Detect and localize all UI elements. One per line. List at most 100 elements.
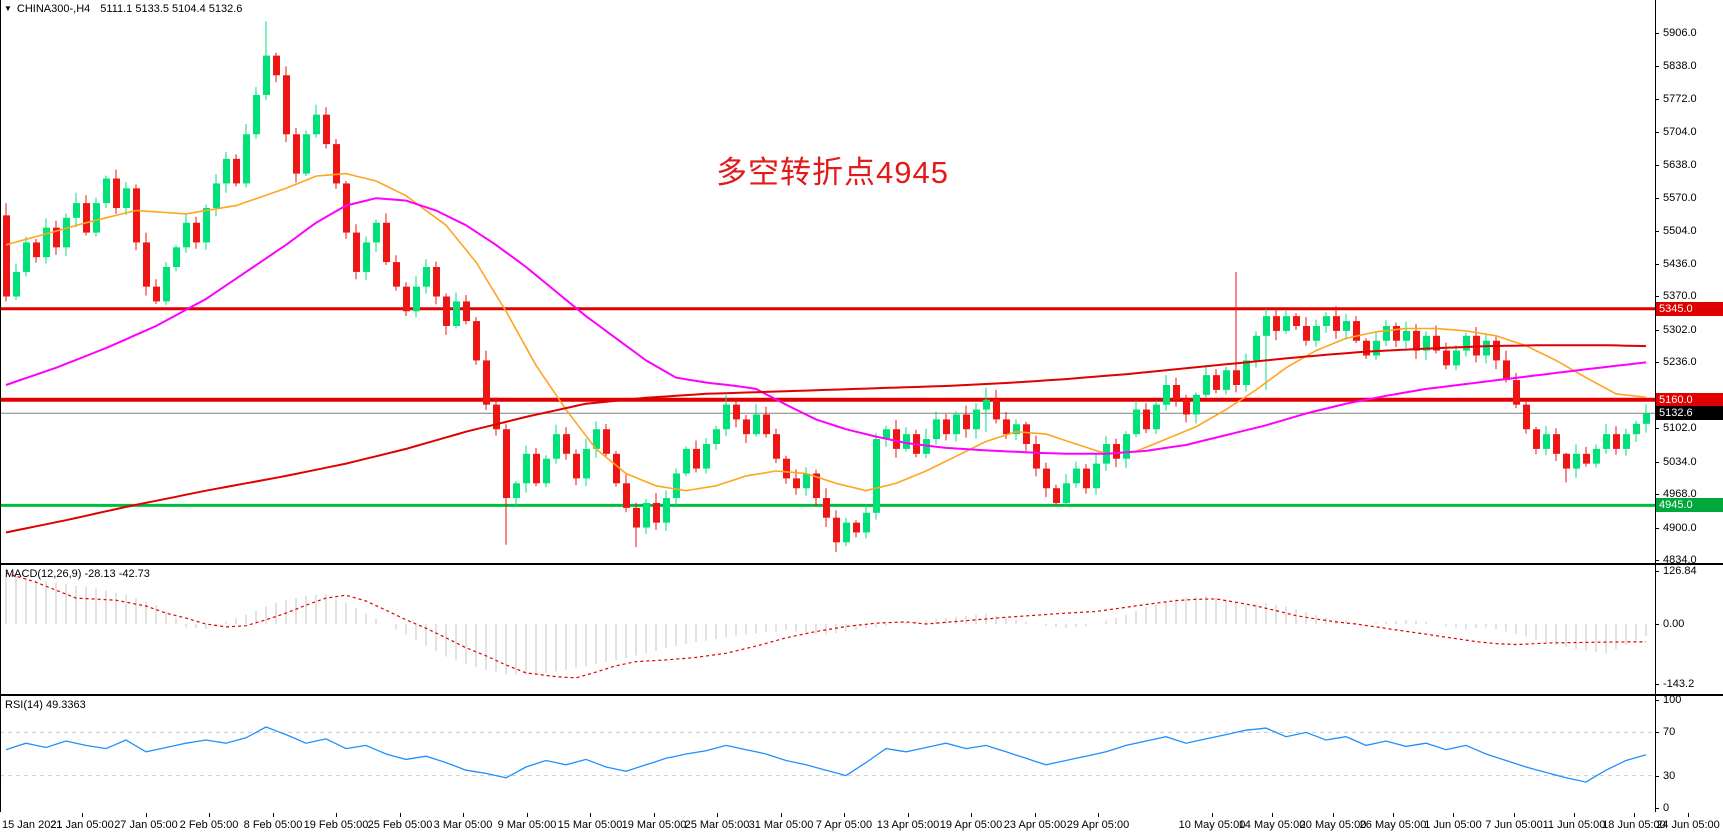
candle-body <box>483 360 490 405</box>
candle-body <box>563 434 570 454</box>
candle-body <box>793 478 800 489</box>
time-axis[interactable]: 15 Jan 2021 21 Jan 05:00 27 Jan 05:00 2 Feb… <box>0 812 1723 838</box>
time-tick <box>146 813 147 817</box>
price-tick-label: 5302.0 <box>1663 323 1697 336</box>
time-label: 25 Mar 05:00 <box>684 819 750 831</box>
candle-body <box>893 429 900 449</box>
candle-body <box>983 399 990 410</box>
macd-tick-label: -143.2 <box>1663 677 1695 690</box>
candle-body <box>323 114 330 145</box>
candle-body <box>863 512 870 533</box>
candle-body <box>1073 468 1080 484</box>
candle-body <box>1203 375 1210 395</box>
candle-body <box>1533 429 1540 449</box>
candle-body <box>3 215 10 297</box>
price-badge: 5345.0 <box>1656 301 1723 316</box>
candle-body <box>1193 394 1200 415</box>
candle-body <box>463 301 470 322</box>
rsi-plot[interactable] <box>0 696 1655 812</box>
candle-body <box>1243 360 1250 385</box>
candle-body <box>1373 340 1380 356</box>
macd-label: MACD(12,26,9) -28.13 -42.73 <box>5 568 150 580</box>
time-label: 31 Mar 05:00 <box>748 819 814 831</box>
time-label: 8 Feb 05:00 <box>243 819 303 831</box>
time-label: 13 Apr 05:00 <box>876 819 940 831</box>
annotation-text: 多空转折点4945 <box>716 155 949 190</box>
price-axis[interactable]: 5906.0 5838.0 5772.0 5704.0 5638.0 5570.0 5504… <box>1655 0 1723 838</box>
candle-body <box>573 453 580 479</box>
left-border <box>0 0 1 812</box>
candle-body <box>783 458 790 479</box>
price-badge: 4945.0 <box>1656 498 1723 513</box>
candle-body <box>273 55 280 76</box>
price-axis-border <box>1655 0 1656 812</box>
time-tick <box>1272 813 1273 817</box>
time-tick <box>1212 813 1213 817</box>
candle-body <box>153 286 160 302</box>
panel-separator-macd[interactable] <box>0 563 1723 565</box>
candle-body <box>123 188 130 209</box>
candle-body <box>553 434 560 459</box>
candle-body <box>1583 453 1590 464</box>
rsi-tick-label: 70 <box>1663 726 1676 739</box>
candle-body <box>23 242 30 272</box>
candle-body <box>853 522 860 533</box>
candle-body <box>1183 399 1190 415</box>
symbol-menu-icon[interactable]: ▼ <box>4 4 12 13</box>
candle-body <box>1063 483 1070 503</box>
candle-body <box>1623 434 1630 449</box>
candle-body <box>453 301 460 326</box>
candle-body <box>1233 370 1240 385</box>
time-label: 19 Feb 05:00 <box>303 819 369 831</box>
price-badge: 5160.0 <box>1656 392 1723 407</box>
time-tick <box>590 813 591 817</box>
time-label: 7 Apr 05:00 <box>815 819 873 831</box>
ohlc-quote: 5111.1 5133.5 5104.4 5132.6 <box>100 3 243 15</box>
rsi-tick-label: 30 <box>1663 769 1676 782</box>
candle-body <box>193 222 200 243</box>
panel-separator-rsi[interactable] <box>0 694 1723 696</box>
macd-plot[interactable] <box>0 565 1655 694</box>
time-label: 20 May 05:00 <box>1299 819 1367 831</box>
price-tick <box>1655 33 1659 34</box>
candle-body <box>343 183 350 233</box>
price-tick <box>1655 329 1659 331</box>
candle-body <box>283 75 290 135</box>
candle-body <box>393 262 400 287</box>
time-label: 25 Feb 05:00 <box>367 819 433 831</box>
price-tick <box>1655 164 1659 166</box>
candle-body <box>1133 409 1140 435</box>
time-label: 10 May 05:00 <box>1178 819 1246 831</box>
time-tick <box>781 813 782 817</box>
time-tick <box>1333 813 1334 817</box>
candle-body <box>1313 325 1320 341</box>
time-tick <box>400 813 401 817</box>
main-plot[interactable] <box>0 0 1655 563</box>
rsi-tick <box>1655 808 1659 809</box>
candle-body <box>1353 321 1360 341</box>
rsi-tick <box>1655 775 1659 777</box>
price-tick-label: 5638.0 <box>1663 158 1697 171</box>
time-tick <box>1453 813 1454 817</box>
candle-body <box>883 429 890 440</box>
macd-tick <box>1655 624 1659 625</box>
candle-body <box>1093 463 1100 489</box>
time-tick <box>717 813 718 817</box>
candle-body <box>703 443 710 469</box>
candle-body <box>63 217 70 248</box>
candle-body <box>1463 335 1470 351</box>
candle-body <box>1053 488 1060 503</box>
candle-body <box>1333 316 1340 331</box>
candle-body <box>1413 330 1420 351</box>
candle-body <box>103 178 110 204</box>
candle-body <box>1403 330 1410 341</box>
candle-body <box>813 473 820 499</box>
candle-body <box>493 404 500 430</box>
candle-body <box>1173 384 1180 400</box>
candle-body <box>1573 453 1580 469</box>
price-tick-label: 5772.0 <box>1663 92 1697 105</box>
candle-body <box>1023 424 1030 444</box>
candle-body <box>1423 335 1430 351</box>
candle-body <box>523 453 530 484</box>
